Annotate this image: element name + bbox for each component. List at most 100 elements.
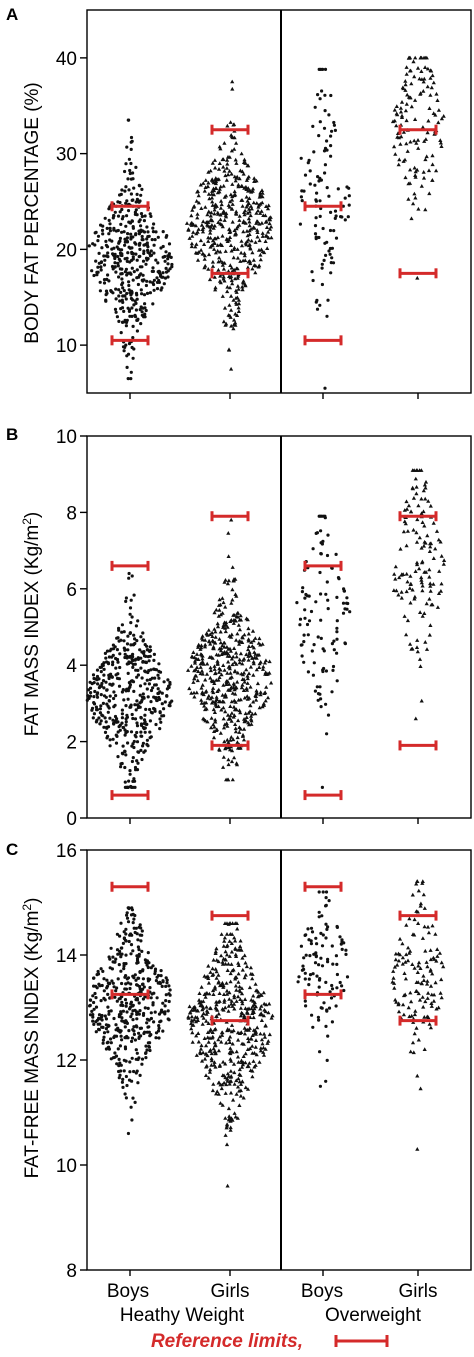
data-point (122, 698, 126, 702)
data-point (189, 1021, 194, 1026)
data-point (191, 690, 197, 695)
data-point (221, 765, 226, 769)
data-point (225, 161, 230, 166)
data-point (112, 690, 116, 694)
data-point (229, 323, 234, 328)
data-point (200, 653, 205, 658)
data-point (304, 933, 308, 937)
data-point (198, 1051, 203, 1056)
data-point (233, 157, 238, 162)
data-point (257, 661, 262, 666)
data-point (104, 656, 108, 660)
data-point (305, 622, 310, 627)
data-point (211, 686, 216, 690)
data-point (263, 1047, 268, 1051)
data-point (262, 1035, 267, 1039)
data-point (194, 1033, 199, 1038)
data-point (199, 701, 204, 705)
data-point (131, 324, 135, 328)
data-point (94, 705, 98, 709)
data-point (226, 745, 231, 750)
data-point (420, 125, 425, 129)
data-point (228, 1128, 233, 1132)
y-tick-label: 4 (66, 656, 77, 677)
data-point (230, 219, 235, 224)
data-point (109, 1041, 113, 1045)
data-point (229, 1001, 234, 1006)
data-point (161, 244, 165, 249)
data-point (415, 970, 420, 974)
data-point (429, 1001, 434, 1005)
data-point (204, 1063, 209, 1068)
data-point (214, 186, 219, 190)
data-point (428, 948, 433, 952)
data-point (430, 153, 435, 158)
data-point (335, 595, 339, 600)
data-point (102, 281, 107, 285)
data-point (249, 189, 254, 194)
data-point (421, 170, 426, 174)
data-point (229, 265, 234, 270)
data-point (194, 231, 199, 236)
data-point (319, 705, 323, 709)
data-point (120, 277, 124, 281)
data-point (245, 1009, 250, 1014)
data-point (206, 192, 211, 196)
data-point (189, 244, 194, 249)
data-point (262, 660, 267, 665)
data-point (415, 1073, 420, 1078)
data-point (140, 676, 144, 680)
data-point (321, 933, 325, 937)
data-point (205, 1010, 210, 1014)
data-point (164, 984, 168, 989)
data-point (228, 1125, 233, 1130)
data-point (233, 983, 238, 988)
data-point (211, 226, 216, 230)
data-point (106, 1005, 110, 1009)
data-point (267, 216, 272, 220)
data-point (201, 692, 206, 697)
data-point (205, 1030, 211, 1034)
data-point (337, 577, 341, 581)
data-point (113, 1055, 117, 1059)
data-point (120, 188, 124, 192)
data-point (442, 558, 447, 562)
data-point (118, 248, 122, 252)
data-point (92, 1000, 96, 1005)
data-point (222, 211, 227, 215)
data-point (140, 1057, 145, 1061)
data-point (303, 977, 307, 981)
data-point (136, 1081, 140, 1085)
data-point (144, 1051, 148, 1055)
data-point (253, 652, 258, 656)
data-point (125, 259, 129, 263)
data-point (243, 1028, 248, 1032)
data-point (158, 270, 162, 274)
data-point (131, 655, 135, 659)
data-point (319, 1006, 323, 1010)
data-point (107, 675, 111, 679)
data-point (90, 269, 94, 273)
data-point (136, 945, 140, 949)
data-point (166, 678, 170, 682)
data-point (236, 994, 241, 999)
data-point (231, 714, 236, 719)
data-point (248, 703, 253, 707)
data-point (344, 948, 348, 952)
data-point (145, 1030, 149, 1034)
data-point (116, 1047, 120, 1051)
data-point (261, 1045, 266, 1050)
data-point (147, 1045, 151, 1049)
data-point (399, 113, 405, 118)
data-point (94, 984, 98, 988)
data-point (329, 93, 333, 98)
data-point (397, 936, 403, 941)
data-point (219, 1039, 224, 1044)
data-point (123, 257, 127, 261)
data-point (216, 687, 221, 692)
data-point (239, 986, 244, 990)
data-point (234, 594, 239, 598)
data-point (323, 514, 327, 518)
data-point (410, 587, 415, 592)
data-point (241, 737, 247, 742)
